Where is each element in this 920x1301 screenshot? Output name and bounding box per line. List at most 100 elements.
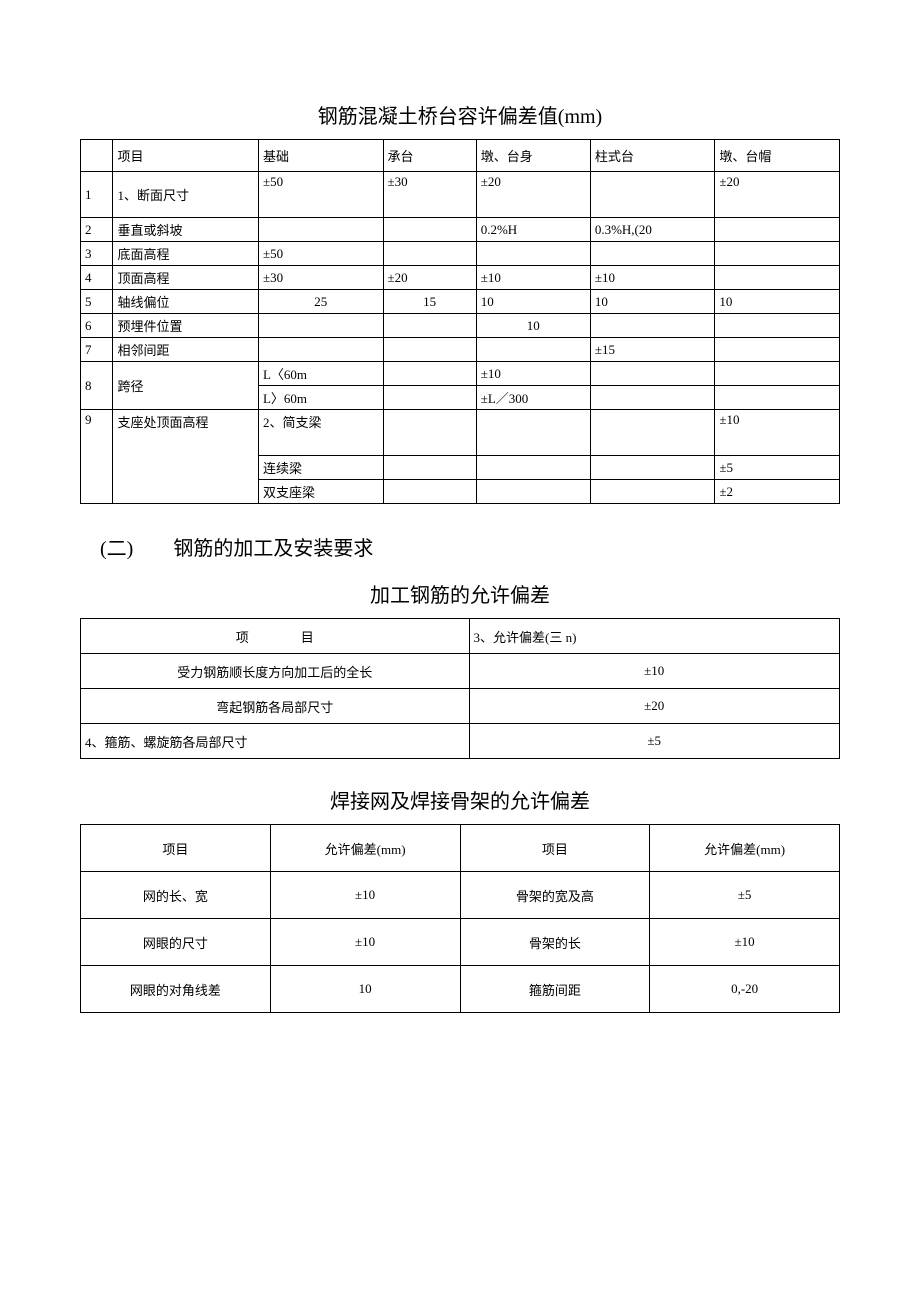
cell: ±20 bbox=[476, 172, 590, 218]
cell bbox=[383, 314, 476, 338]
cell bbox=[590, 386, 715, 410]
table-row: 4 顶面高程 ±30 ±20 ±10 ±10 bbox=[81, 266, 840, 290]
title-2: 加工钢筋的允许偏差 bbox=[80, 579, 840, 608]
table-row: 弯起钢筋各局部尺寸 ±20 bbox=[81, 689, 840, 724]
cell: ±10 bbox=[270, 919, 460, 966]
table-1: 项目 基础 承台 墩、台身 柱式台 墩、台帽 1 1、断面尺寸 ±50 ±30 … bbox=[80, 139, 840, 504]
cell: 支座处顶面高程 bbox=[113, 410, 259, 504]
cell: 8 bbox=[81, 362, 113, 410]
cell: 承台 bbox=[383, 140, 476, 172]
cell: 9 bbox=[81, 410, 113, 504]
cell: 轴线偏位 bbox=[113, 290, 259, 314]
cell bbox=[476, 480, 590, 504]
cell: 相邻间距 bbox=[113, 338, 259, 362]
table-row: 5 轴线偏位 25 15 10 10 10 bbox=[81, 290, 840, 314]
cell: 允许偏差(mm) bbox=[270, 825, 460, 872]
cell bbox=[383, 338, 476, 362]
cell: 15 bbox=[383, 290, 476, 314]
cell bbox=[476, 338, 590, 362]
table-row: 6 预埋件位置 10 bbox=[81, 314, 840, 338]
cell bbox=[590, 362, 715, 386]
cell: 墩、台帽 bbox=[715, 140, 840, 172]
cell: ±10 bbox=[476, 362, 590, 386]
cell: 2、简支梁 bbox=[258, 410, 383, 456]
cell bbox=[383, 386, 476, 410]
cell bbox=[590, 314, 715, 338]
table-header-row: 项 目 3、允许偏差(三 n) bbox=[81, 619, 840, 654]
cell: 0,-20 bbox=[650, 966, 840, 1013]
cell bbox=[81, 140, 113, 172]
cell bbox=[715, 218, 840, 242]
cell bbox=[476, 410, 590, 456]
cell bbox=[715, 242, 840, 266]
cell: 双支座梁 bbox=[258, 480, 383, 504]
cell: ±50 bbox=[258, 172, 383, 218]
cell: 底面高程 bbox=[113, 242, 259, 266]
table-row: 受力钢筋顺长度方向加工后的全长 ±10 bbox=[81, 654, 840, 689]
cell: 5 bbox=[81, 290, 113, 314]
cell: ±5 bbox=[469, 724, 840, 759]
cell: ±20 bbox=[715, 172, 840, 218]
cell bbox=[476, 242, 590, 266]
cell: ±30 bbox=[258, 266, 383, 290]
cell bbox=[383, 242, 476, 266]
cell bbox=[383, 362, 476, 386]
cell: 1 bbox=[81, 172, 113, 218]
table-row: 8 跨径 L〈60m ±10 bbox=[81, 362, 840, 386]
cell: 预埋件位置 bbox=[113, 314, 259, 338]
cell: ±10 bbox=[476, 266, 590, 290]
cell bbox=[590, 410, 715, 456]
cell bbox=[590, 172, 715, 218]
cell: 顶面高程 bbox=[113, 266, 259, 290]
cell: 6 bbox=[81, 314, 113, 338]
cell: 10 bbox=[476, 314, 590, 338]
cell: 10 bbox=[476, 290, 590, 314]
cell: ±20 bbox=[383, 266, 476, 290]
cell: 7 bbox=[81, 338, 113, 362]
table-row: 网眼的尺寸 ±10 骨架的长 ±10 bbox=[81, 919, 840, 966]
cell: ±5 bbox=[715, 456, 840, 480]
cell: 连续梁 bbox=[258, 456, 383, 480]
cell: ±15 bbox=[590, 338, 715, 362]
cell: 受力钢筋顺长度方向加工后的全长 bbox=[81, 654, 470, 689]
table-row: 网眼的对角线差 10 箍筋间距 0,-20 bbox=[81, 966, 840, 1013]
cell: 骨架的长 bbox=[460, 919, 650, 966]
cell: 25 bbox=[258, 290, 383, 314]
cell: 垂直或斜坡 bbox=[113, 218, 259, 242]
cell: 骨架的宽及高 bbox=[460, 872, 650, 919]
cell bbox=[258, 314, 383, 338]
cell: 跨径 bbox=[113, 362, 259, 410]
table-row: 3 底面高程 ±50 bbox=[81, 242, 840, 266]
cell: 10 bbox=[270, 966, 460, 1013]
cell: 0.3%H,(20 bbox=[590, 218, 715, 242]
table-header-row: 项目 允许偏差(mm) 项目 允许偏差(mm) bbox=[81, 825, 840, 872]
table-row: 2 垂直或斜坡 0.2%H 0.3%H,(20 bbox=[81, 218, 840, 242]
title-3: 焊接网及焊接骨架的允许偏差 bbox=[80, 785, 840, 814]
cell: ±10 bbox=[715, 410, 840, 456]
cell: 项目 bbox=[460, 825, 650, 872]
table-row: 网的长、宽 ±10 骨架的宽及高 ±5 bbox=[81, 872, 840, 919]
table-row: 1 1、断面尺寸 ±50 ±30 ±20 ±20 bbox=[81, 172, 840, 218]
section-heading: (二) 钢筋的加工及安装要求 bbox=[100, 532, 840, 561]
cell bbox=[715, 266, 840, 290]
cell: 项 目 bbox=[81, 619, 470, 654]
cell: 网的长、宽 bbox=[81, 872, 271, 919]
cell: ±50 bbox=[258, 242, 383, 266]
cell: ±10 bbox=[650, 919, 840, 966]
cell: L〉60m bbox=[258, 386, 383, 410]
cell bbox=[383, 410, 476, 456]
cell bbox=[590, 456, 715, 480]
cell: 2 bbox=[81, 218, 113, 242]
cell: 0.2%H bbox=[476, 218, 590, 242]
cell: 4 bbox=[81, 266, 113, 290]
cell: ±2 bbox=[715, 480, 840, 504]
table-row: 9 支座处顶面高程 2、简支梁 ±10 bbox=[81, 410, 840, 456]
cell bbox=[383, 480, 476, 504]
table-row: 4、箍筋、螺旋筋各局部尺寸 ±5 bbox=[81, 724, 840, 759]
cell: ±5 bbox=[650, 872, 840, 919]
cell: ±30 bbox=[383, 172, 476, 218]
cell bbox=[383, 456, 476, 480]
cell: ±10 bbox=[270, 872, 460, 919]
cell: 项目 bbox=[113, 140, 259, 172]
table-3: 项目 允许偏差(mm) 项目 允许偏差(mm) 网的长、宽 ±10 骨架的宽及高… bbox=[80, 824, 840, 1013]
